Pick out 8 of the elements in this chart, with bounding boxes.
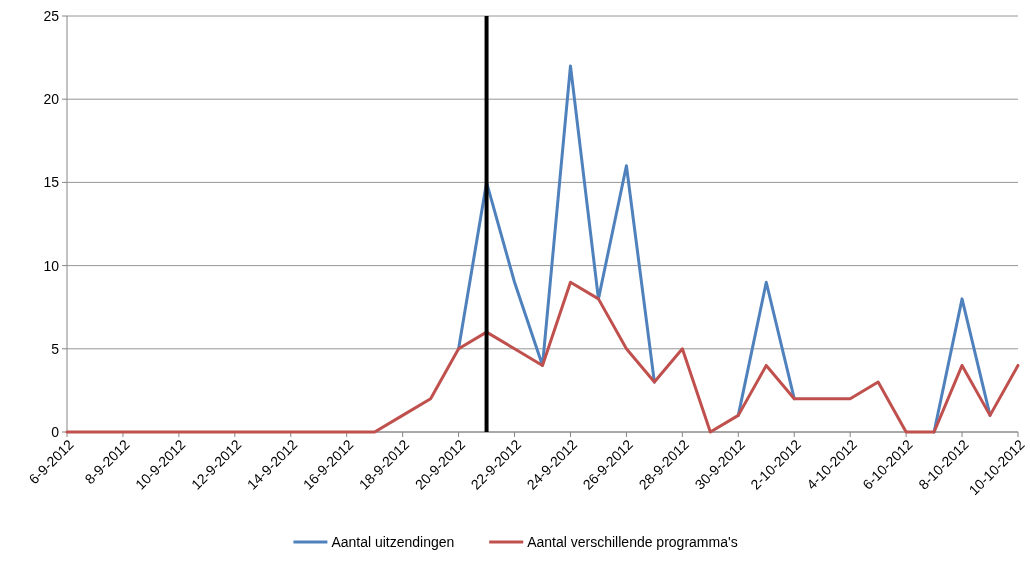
legend-label: Aantal verschillende programma's [527, 533, 738, 550]
legend-label: Aantal uitzendingen [331, 533, 455, 550]
y-tick-label: 20 [43, 91, 60, 108]
y-tick-label: 10 [43, 257, 60, 274]
y-tick-label: 0 [51, 423, 60, 440]
y-tick-label: 15 [43, 174, 60, 191]
y-tick-label: 5 [51, 340, 60, 357]
y-tick-label: 25 [43, 7, 60, 24]
